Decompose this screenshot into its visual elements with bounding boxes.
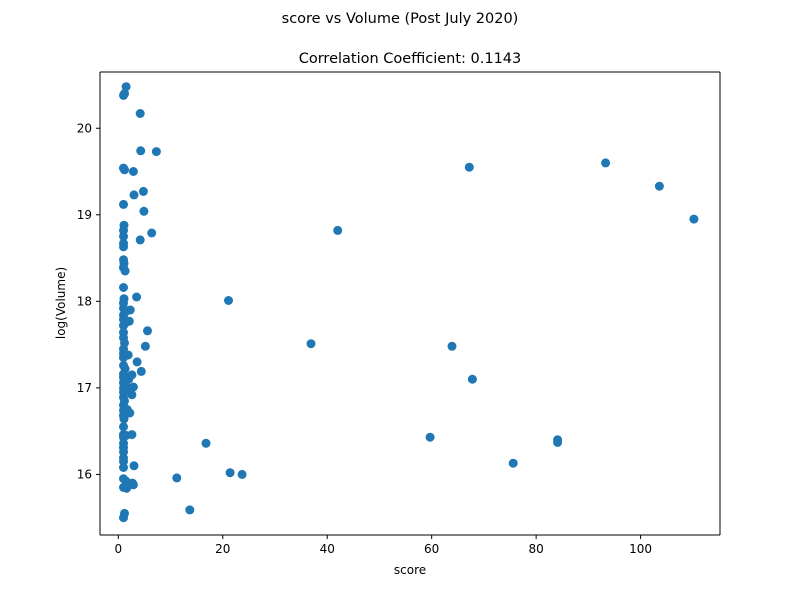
y-tick-label: 19 <box>77 208 92 222</box>
scatter-point <box>119 513 128 523</box>
scatter-point <box>127 390 137 400</box>
x-axis-ticks: 0 20 40 60 80 100 <box>114 535 652 556</box>
scatter-point <box>121 82 131 92</box>
scatter-point <box>143 326 152 336</box>
scatter-point <box>508 458 518 468</box>
scatter-point <box>172 473 182 483</box>
scatter-point <box>128 480 138 490</box>
x-tick-label: 60 <box>424 542 439 556</box>
scatter-point <box>689 214 699 224</box>
scatter-point <box>553 437 563 447</box>
scatter-point <box>447 341 457 351</box>
scatter-point <box>135 109 145 118</box>
y-tick-label: 17 <box>77 381 92 395</box>
scatter-point <box>119 242 128 252</box>
scatter-point <box>140 341 150 351</box>
y-axis-ticks: 16 17 18 19 20 <box>77 121 100 481</box>
scatter-point <box>119 463 128 472</box>
scatter-point <box>201 438 211 448</box>
x-tick-label: 100 <box>629 542 652 556</box>
y-tick-label: 20 <box>77 121 92 135</box>
scatter-points <box>119 82 699 523</box>
scatter-point <box>120 266 130 276</box>
scatter-point <box>129 190 139 200</box>
figure-suptitle: score vs Volume (Post July 2020) <box>282 11 519 27</box>
scatter-point <box>119 353 128 363</box>
x-axis-label: score <box>394 563 426 577</box>
scatter-point <box>127 430 137 440</box>
scatter-point <box>119 321 128 331</box>
scatter-point <box>120 165 129 175</box>
scatter-point <box>151 147 161 157</box>
x-tick-label: 80 <box>529 542 544 556</box>
scatter-point <box>129 461 139 471</box>
scatter-point <box>224 296 233 305</box>
scatter-point <box>119 231 128 241</box>
scatter-point <box>425 432 435 442</box>
y-tick-label: 18 <box>77 294 92 308</box>
scatter-point <box>237 469 247 479</box>
scatter-point <box>122 483 132 493</box>
scatter-point <box>333 225 343 235</box>
scatter-point <box>132 357 142 367</box>
scatter-point <box>225 468 235 478</box>
scatter-point <box>147 228 157 238</box>
scatter-point <box>601 158 611 168</box>
y-tick-label: 16 <box>77 467 92 481</box>
scatter-point <box>119 283 128 292</box>
scatter-point <box>135 235 145 245</box>
scatter-point <box>306 339 316 349</box>
scatter-point <box>128 167 138 176</box>
scatter-point <box>136 146 146 156</box>
x-tick-label: 20 <box>215 542 230 556</box>
x-tick-label: 0 <box>114 542 122 556</box>
scatter-point <box>464 162 474 172</box>
y-axis-label: log(Volume) <box>54 267 68 339</box>
scatter-point <box>119 90 128 100</box>
scatter-point <box>654 181 664 191</box>
scatter-point <box>467 374 477 384</box>
scatter-point <box>139 206 149 216</box>
plot-area <box>100 72 720 535</box>
scatter-point <box>119 199 128 209</box>
scatter-point <box>185 505 195 515</box>
scatter-point <box>119 414 129 424</box>
scatter-point <box>119 422 128 432</box>
scatter-point <box>132 292 142 302</box>
chart-title: Correlation Coefficient: 0.1143 <box>299 51 522 67</box>
x-tick-label: 40 <box>320 542 335 556</box>
scatter-point <box>138 186 148 196</box>
scatter-point <box>136 366 146 376</box>
axes-frame <box>99 71 721 536</box>
